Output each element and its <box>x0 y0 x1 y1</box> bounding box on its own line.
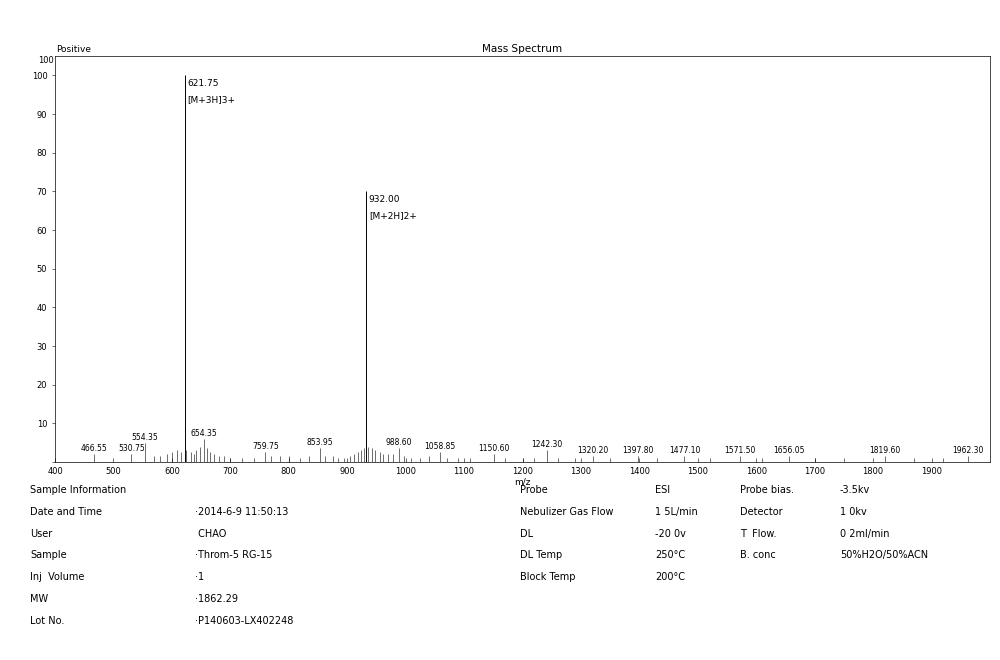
Text: 1477.10: 1477.10 <box>669 446 700 455</box>
Title: Mass Spectrum: Mass Spectrum <box>482 44 563 54</box>
Text: ·2014-6-9 11:50:13: ·2014-6-9 11:50:13 <box>195 507 288 517</box>
Text: Probe: Probe <box>520 485 548 495</box>
Text: T  Flow.: T Flow. <box>740 529 776 539</box>
Text: 759.75: 759.75 <box>252 442 279 451</box>
Text: 1819.60: 1819.60 <box>869 446 900 455</box>
Text: 466.55: 466.55 <box>81 444 107 453</box>
Text: 200°C: 200°C <box>655 572 685 582</box>
Text: ·1862.29: ·1862.29 <box>195 594 238 604</box>
Text: 1 5L/min: 1 5L/min <box>655 507 698 517</box>
Text: ·P140603-LX402248: ·P140603-LX402248 <box>195 616 293 626</box>
Text: 1397.80: 1397.80 <box>622 446 654 455</box>
Text: [M+3H]3+: [M+3H]3+ <box>188 95 236 104</box>
Text: B. conc: B. conc <box>740 550 776 560</box>
Text: -20 0v: -20 0v <box>655 529 686 539</box>
Text: DL Temp: DL Temp <box>520 550 562 560</box>
Text: Positive: Positive <box>56 45 91 54</box>
Text: 0 2ml/min: 0 2ml/min <box>840 529 890 539</box>
Text: 1656.05: 1656.05 <box>773 446 805 455</box>
Text: ESI: ESI <box>655 485 670 495</box>
Text: 1242.30: 1242.30 <box>532 440 563 449</box>
Text: Sample Information: Sample Information <box>30 485 126 495</box>
Text: 1571.50: 1571.50 <box>724 446 755 455</box>
Text: Sample: Sample <box>30 550 67 560</box>
Text: ·Throm-5 RG-15: ·Throm-5 RG-15 <box>195 550 272 560</box>
Text: Detector: Detector <box>740 507 783 517</box>
X-axis label: m/z: m/z <box>514 477 531 486</box>
Text: MW: MW <box>30 594 48 604</box>
Text: 1320.20: 1320.20 <box>577 446 608 455</box>
Text: Probe bias.: Probe bias. <box>740 485 794 495</box>
Text: -3.5kv: -3.5kv <box>840 485 870 495</box>
Text: 50%H2O/50%ACN: 50%H2O/50%ACN <box>840 550 928 560</box>
Text: Date and Time: Date and Time <box>30 507 102 517</box>
Text: Lot No.: Lot No. <box>30 616 64 626</box>
Text: User: User <box>30 529 52 539</box>
Text: CHAO: CHAO <box>195 529 226 539</box>
Text: DL: DL <box>520 529 533 539</box>
Text: 932.00: 932.00 <box>369 195 400 204</box>
Text: Block Temp: Block Temp <box>520 572 576 582</box>
Text: 988.60: 988.60 <box>386 438 412 447</box>
Text: 1058.85: 1058.85 <box>424 442 456 451</box>
Text: [M+2H]2+: [M+2H]2+ <box>369 211 417 220</box>
Text: 530.75: 530.75 <box>118 444 145 453</box>
Text: 621.75: 621.75 <box>188 79 219 88</box>
Text: ·1: ·1 <box>195 572 204 582</box>
Text: 853.95: 853.95 <box>307 438 334 447</box>
Text: 1962.30: 1962.30 <box>952 446 984 455</box>
Text: Nebulizer Gas Flow: Nebulizer Gas Flow <box>520 507 614 517</box>
Text: 100: 100 <box>38 56 54 65</box>
Text: 250°C: 250°C <box>655 550 685 560</box>
Text: 554.35: 554.35 <box>132 432 159 442</box>
Text: 654.35: 654.35 <box>190 428 217 438</box>
Text: 1150.60: 1150.60 <box>478 444 509 453</box>
Text: Inj  Volume: Inj Volume <box>30 572 84 582</box>
Text: 1 0kv: 1 0kv <box>840 507 867 517</box>
